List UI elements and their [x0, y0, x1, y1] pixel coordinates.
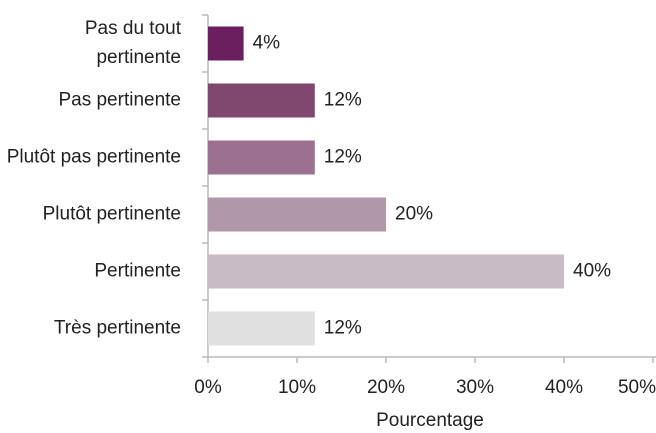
x-tick-label: 0% — [194, 377, 222, 398]
x-tick-label: 30% — [456, 377, 494, 398]
bar — [208, 26, 244, 61]
x-axis-label: Pourcentage — [376, 410, 484, 431]
value-label: 20% — [395, 204, 433, 225]
x-tick-label: 50% — [618, 377, 656, 398]
bar — [208, 254, 564, 289]
category-label: Pas pertinente — [58, 90, 181, 111]
value-label: 12% — [324, 318, 362, 339]
bar — [208, 311, 315, 346]
x-tick-label: 10% — [278, 377, 316, 398]
value-label: 40% — [573, 261, 611, 282]
category-label: Pertinente — [94, 261, 181, 282]
category-label: Plutôt pertinente — [43, 204, 181, 225]
bar — [208, 197, 386, 232]
category-label: Pas du tout pertinente — [85, 18, 182, 68]
bar — [208, 83, 315, 118]
value-label: 4% — [253, 33, 281, 54]
value-label: 12% — [324, 147, 362, 168]
bar — [208, 140, 315, 175]
category-label: Plutôt pas pertinente — [7, 147, 181, 168]
value-label: 12% — [324, 90, 362, 111]
x-tick-label: 40% — [545, 377, 583, 398]
category-label: Très pertinente — [54, 318, 181, 339]
x-tick-label: 20% — [367, 377, 405, 398]
